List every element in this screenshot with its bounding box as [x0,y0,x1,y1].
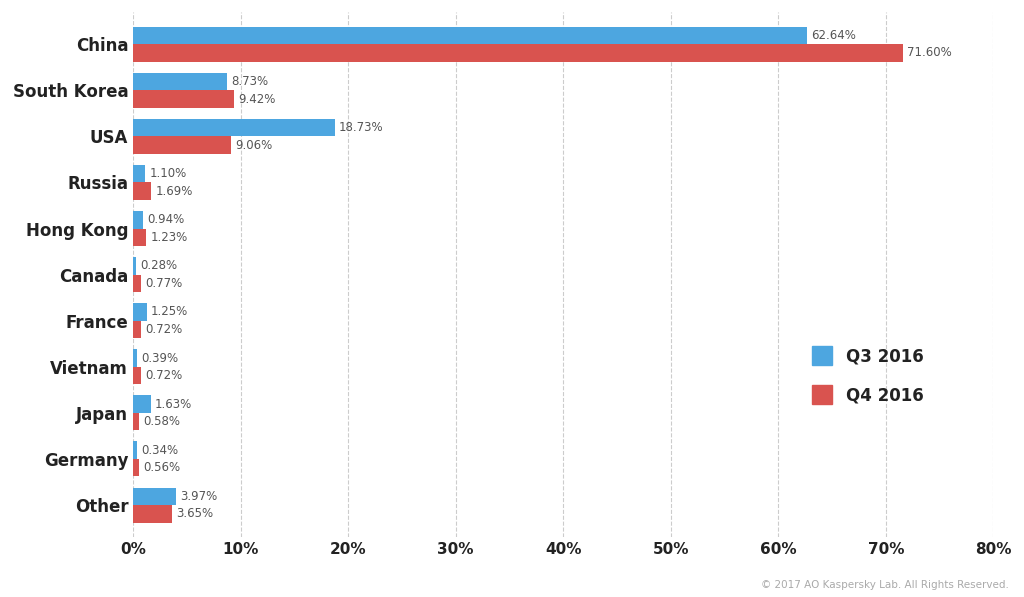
Bar [133,303,146,321]
Bar [133,183,152,200]
Bar [133,90,234,108]
Bar [133,459,139,476]
Text: 1.63%: 1.63% [155,398,193,411]
Text: 62.64%: 62.64% [811,29,856,42]
Bar [133,257,136,275]
Text: 0.28%: 0.28% [140,259,177,272]
Bar [133,505,172,522]
Text: 3.97%: 3.97% [180,490,217,503]
Bar [133,73,227,90]
Text: 0.58%: 0.58% [143,415,180,428]
Text: 9.42%: 9.42% [239,93,276,106]
Bar [133,229,146,246]
Text: 9.06%: 9.06% [234,139,272,152]
Bar [133,395,151,413]
Text: 1.69%: 1.69% [156,184,193,198]
Text: 0.77%: 0.77% [145,277,183,290]
Text: 0.72%: 0.72% [145,369,182,382]
Bar [133,413,139,430]
Text: 3.65%: 3.65% [177,507,214,521]
Text: 1.25%: 1.25% [151,306,188,318]
Text: 71.60%: 71.60% [907,47,952,60]
Legend: Q3 2016, Q4 2016: Q3 2016, Q4 2016 [812,346,924,405]
Text: 0.39%: 0.39% [141,352,179,365]
Text: 0.34%: 0.34% [141,444,178,457]
Bar [133,27,807,44]
Bar [133,488,176,505]
Bar [133,136,230,154]
Bar [133,44,903,61]
Text: 1.10%: 1.10% [150,167,186,180]
Bar [133,367,141,384]
Bar [133,441,137,459]
Text: 0.94%: 0.94% [147,213,184,226]
Text: 8.73%: 8.73% [231,75,268,88]
Bar [133,165,145,183]
Text: © 2017 AO Kaspersky Lab. All Rights Reserved.: © 2017 AO Kaspersky Lab. All Rights Rese… [761,580,1009,590]
Bar [133,275,141,292]
Text: 0.56%: 0.56% [143,461,180,474]
Bar [133,321,141,338]
Bar [133,119,335,136]
Text: 1.23%: 1.23% [151,231,187,244]
Bar [133,349,137,367]
Bar [133,211,143,229]
Text: 18.73%: 18.73% [339,121,383,134]
Text: 0.72%: 0.72% [145,323,182,336]
